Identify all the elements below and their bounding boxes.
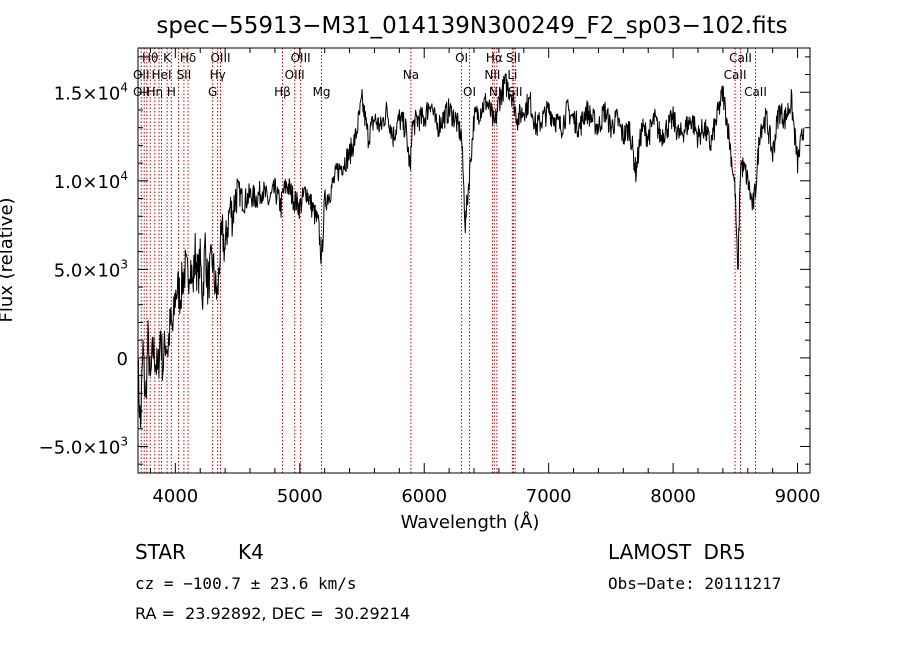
coordinates: RA = 23.92892, DEC = 30.29214 [135,604,411,623]
y-tick-label-3: 1.0×104 [54,169,128,193]
star-subclass: K4 [238,540,264,564]
line-label-13: OIII [285,68,305,82]
line-label-23: Mg [313,85,331,99]
spectrum-line [137,73,805,428]
line-label-11: SII [177,68,192,82]
line-label-6: Hα [486,51,503,65]
line-label-10: HeI [152,68,172,82]
x-tick-label-1: 5000 [277,486,323,507]
redshift-velocity: cz = −100.7 ± 23.6 km/s [135,574,357,593]
line-label-7: SII [506,51,521,65]
x-axis-label: Wavelength (Å) [401,511,540,533]
y-tick-label-0: −5.0×103 [39,434,128,458]
survey-name: LAMOST DR5 [608,540,746,564]
line-label-12: Hγ [210,68,226,82]
y-axis: −5.0×103 0 5.0×103 1.0×104 1.5×104 [39,56,810,465]
line-label-2: Hδ [180,51,196,65]
x-tick-label-3: 7000 [526,486,572,507]
line-label-16: Li [507,68,517,82]
line-label-17: CaII [724,68,747,82]
line-label-27: CaII [744,85,767,99]
y-tick-label-1: 0 [117,349,128,370]
x-tick-label-4: 8000 [650,486,696,507]
y-tick-label-2: 5.0×103 [54,257,128,281]
line-label-22: Hβ [274,85,291,99]
y-tick-label-4: 1.5×104 [54,80,128,104]
x-tick-label-5: 9000 [775,486,821,507]
line-label-14: Na [403,68,419,82]
emission-line-markers [140,48,756,473]
line-label-19: Hη [146,85,163,99]
chart-title: spec−55913−M31_014139N300249_F2_sp03−102… [156,13,787,39]
line-label-21: G [208,85,217,99]
line-label-8: CaII [729,51,752,65]
y-axis-label: Flux (relative) [0,197,17,322]
line-label-4: OIII [291,51,311,65]
line-label-15: NII [484,68,500,82]
line-label-20: H [167,85,176,99]
line-label-5: OI [455,51,468,65]
line-label-1: K [163,51,172,65]
line-label-3: OIII [210,51,230,65]
line-label-24: OI [463,85,476,99]
observation-date: Obs−Date: 20111217 [608,574,782,593]
x-tick-label-2: 6000 [401,486,447,507]
star-class: STAR [135,540,186,564]
x-axis: 4000 5000 6000 7000 8000 9000 [149,48,821,507]
line-label-0: Hθ [142,51,158,65]
x-tick-label-0: 4000 [152,486,198,507]
